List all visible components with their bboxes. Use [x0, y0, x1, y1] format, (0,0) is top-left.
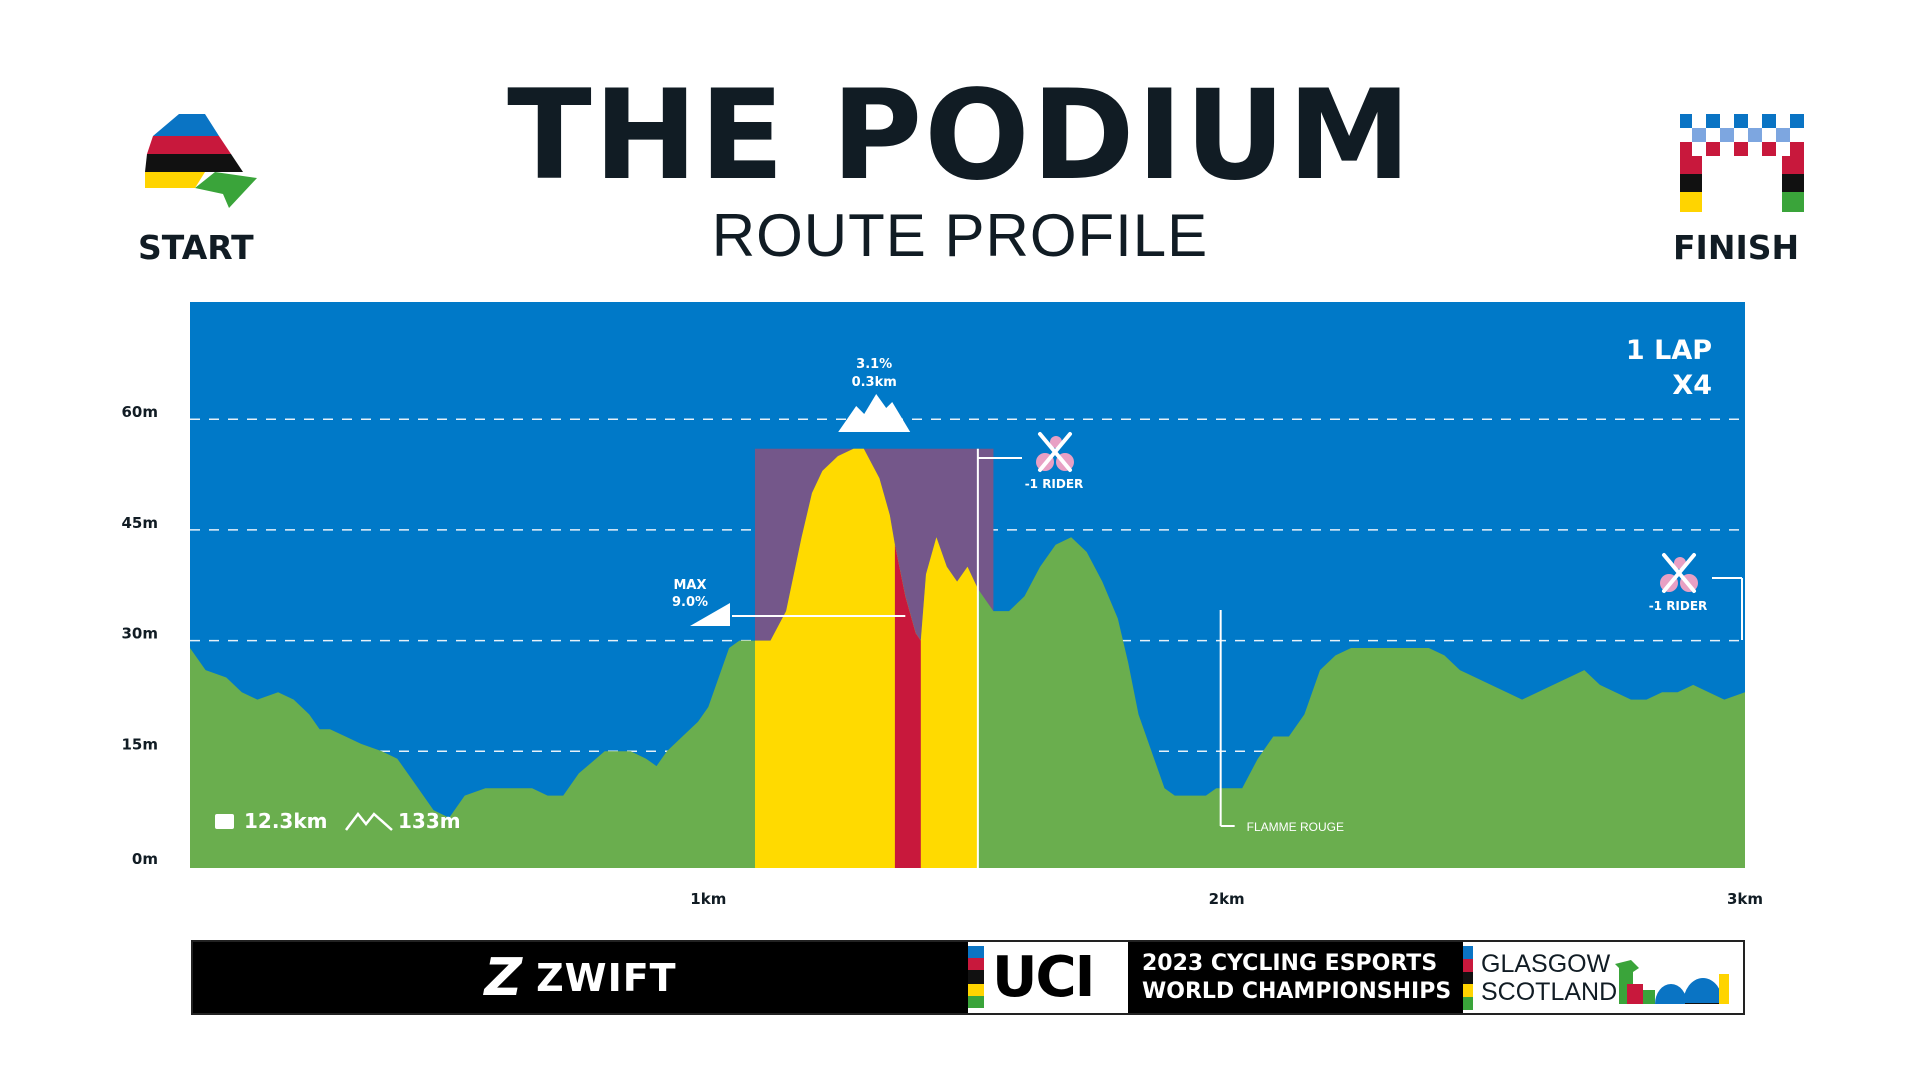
zwift-panel: Z ZWIFT: [193, 942, 968, 1013]
checker-square: [1734, 142, 1748, 156]
x-mark-icon: [1662, 553, 1696, 593]
finish-label: FINISH: [1673, 228, 1800, 267]
lap-multiplier-label: X4: [1672, 370, 1712, 401]
y-tick-label: 15m: [121, 735, 158, 753]
page-subtitle: ROUTE PROFILE: [711, 202, 1209, 269]
checker-square: [1692, 128, 1706, 142]
checker-square: [1790, 142, 1804, 156]
rider-eliminated-icon: [1036, 432, 1074, 472]
uci-wordmark: UCI: [992, 945, 1095, 1010]
rainbow-stripes-icon: [968, 946, 984, 1008]
checker-square: [1734, 114, 1748, 128]
y-tick-label: 0m: [132, 850, 158, 868]
checker-square: [1706, 142, 1720, 156]
x-tick-label: 3km: [1727, 890, 1763, 908]
glasgow-landmarks-icon: [1615, 960, 1729, 1004]
sponsor-banner: Z ZWIFT UCI 2023 CYCLING ESPORTS WORLD C…: [191, 940, 1745, 1015]
mountains-icon: [345, 811, 393, 831]
y-tick-label: 30m: [121, 625, 158, 643]
x-tick-label: 2km: [1209, 890, 1245, 908]
event-name: 2023 CYCLING ESPORTS WORLD CHAMPIONSHIPS: [1128, 942, 1463, 1013]
page-title: THE PODIUM: [507, 64, 1413, 208]
x-mark-icon: [1038, 432, 1072, 472]
zwift-wordmark: ZWIFT: [536, 955, 677, 1000]
zwift-z-logo: Z: [484, 947, 523, 1008]
max-label: MAX: [673, 578, 706, 593]
gradient-wedge-icon: [690, 603, 730, 626]
climb-segment-fill: [755, 448, 978, 868]
kom-length-label: 0.3km: [852, 375, 897, 390]
kom-grade-label: 3.1%: [856, 357, 892, 372]
checker-square: [1748, 128, 1762, 142]
checker-square: [1706, 114, 1720, 128]
checker-square: [1680, 142, 1692, 156]
lap-count-label: 1 LAP: [1626, 335, 1712, 366]
elimination-label: -1 RIDER: [1649, 599, 1708, 613]
elimination-label: -1 RIDER: [1025, 477, 1084, 491]
x-tick-label: 1km: [690, 890, 726, 908]
start-label: START: [138, 228, 254, 267]
checker-square: [1720, 128, 1734, 142]
max-grade-label: 9.0%: [672, 595, 708, 610]
route-profile-chart: 0m 15m 30m 45m 60m 1km 2km 3km 3.1% 0.3km MAX 9.0…: [121, 302, 1763, 908]
finish-gate-icon: [1680, 114, 1804, 212]
host-line-1: GLASGOW: [1481, 949, 1611, 978]
event-line-2: WORLD CHAMPIONSHIPS: [1142, 978, 1452, 1004]
checker-square: [1790, 114, 1804, 128]
host-line-2: SCOTLAND: [1481, 977, 1618, 1006]
event-line-1: 2023 CYCLING ESPORTS: [1142, 951, 1438, 976]
checker-square: [1680, 114, 1692, 128]
host-panel: GLASGOW SCOTLAND: [1463, 942, 1743, 1013]
checker-square: [1776, 128, 1790, 142]
host-city: GLASGOW SCOTLAND: [1481, 950, 1617, 1006]
elevation-stat: 133m: [398, 809, 461, 833]
flamme-rouge-label: FLAMME ROUGE: [1247, 820, 1344, 834]
distance-stat: 12.3km: [244, 809, 328, 833]
rainbow-stripes-icon: [1463, 946, 1473, 1010]
mountain-icon: [838, 394, 911, 432]
uci-panel: UCI: [968, 942, 1128, 1013]
odometer-icon: [215, 814, 234, 829]
checker-square: [1762, 142, 1776, 156]
start-arrow-icon: [145, 114, 257, 208]
y-tick-label: 45m: [121, 514, 158, 532]
y-tick-label: 60m: [121, 403, 158, 421]
climb-max-segment: [894, 544, 921, 868]
rider-eliminated-icon: [1660, 553, 1698, 593]
checker-square: [1762, 114, 1776, 128]
